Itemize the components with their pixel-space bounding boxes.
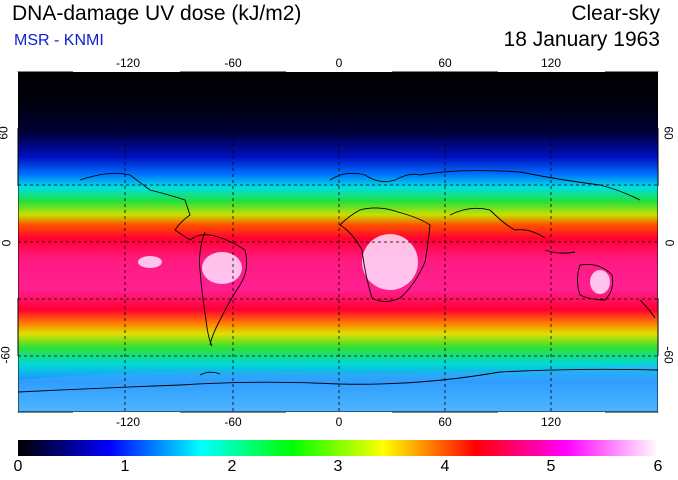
colorbar-label-2: 2 <box>227 458 237 475</box>
lon-label-bottom-2: -60 <box>224 415 242 429</box>
credit-label: MSR - KNMI <box>14 32 104 49</box>
lat-label-left-2: 0 <box>0 239 14 247</box>
lon-label-top-3: 0 <box>335 56 343 70</box>
lat-label-right-1: 60 <box>661 126 676 140</box>
frame-scale-bars <box>14 68 662 416</box>
lat-label-right-2: 0 <box>662 239 677 247</box>
colorbar-label-3: 3 <box>333 458 343 475</box>
colorbar-label-6: 6 <box>653 458 663 475</box>
lon-label-top-1: -120 <box>115 56 141 70</box>
lon-label-bottom-1: -120 <box>115 415 141 429</box>
map-title: DNA-damage UV dose (kJ/m2) <box>12 2 302 25</box>
lat-label-left-3: -60 <box>0 346 13 364</box>
coastlines <box>18 170 658 393</box>
colorbar-label-4: 4 <box>440 458 450 475</box>
colorbar-label-5: 5 <box>546 458 556 475</box>
date-label: 18 January 1963 <box>503 28 660 51</box>
colorbar-label-0: 0 <box>13 458 23 475</box>
lon-label-bottom-3: 0 <box>335 415 343 429</box>
sky-mode-label: Clear-sky <box>571 2 660 25</box>
graticule <box>18 72 658 412</box>
lat-label-left-1: 60 <box>0 126 11 140</box>
colorbar-label-1: 1 <box>120 458 130 475</box>
lon-label-top-4: 60 <box>438 56 452 70</box>
antarctic-field <box>18 364 658 412</box>
lon-label-top-2: -60 <box>224 56 242 70</box>
lat-label-right-3: -60 <box>661 346 676 364</box>
lon-label-bottom-5: 120 <box>540 415 562 429</box>
lon-label-bottom-4: 60 <box>438 415 452 429</box>
lon-label-top-5: 120 <box>540 56 562 70</box>
colorbar <box>18 440 658 456</box>
peak-dose-areas <box>138 234 610 294</box>
